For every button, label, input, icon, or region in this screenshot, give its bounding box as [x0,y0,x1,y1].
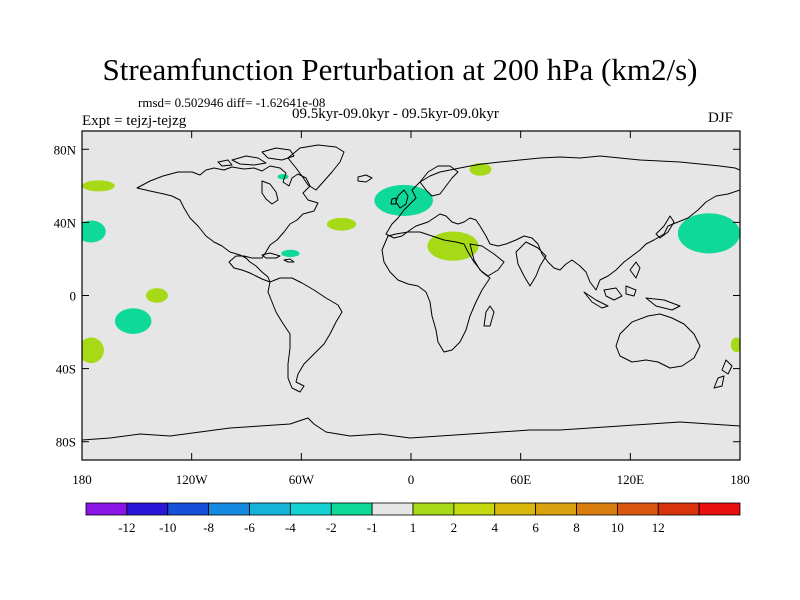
lon-tick-label: 180 [730,472,750,487]
coastline-arctic-islands [217,147,295,167]
colorbar-swatch [576,502,618,516]
coastline-north-america [136,165,319,283]
colorbar-swatch [126,502,169,516]
anomaly-n-atlantic-positive [326,217,357,231]
colorbar-tick-label: -10 [159,520,176,535]
coastline-new-zealand [713,359,733,389]
colorbar-tick-label: -1 [367,520,378,535]
coastline-antarctica [82,417,740,460]
colorbar-swatch [616,502,659,516]
coastline-south-america [267,277,343,393]
coastline-arabia [469,243,505,277]
lon-tick-label: 60E [510,472,531,487]
anomaly-s-pacific-dateline-positive [730,337,740,353]
anomaly-s-pacific-west-positive [82,337,104,364]
colorbar-tick-label: 1 [410,520,417,535]
coastline-hudson-bay [261,180,279,205]
colorbar-swatch [535,502,577,516]
coastline-british-isles [390,189,409,209]
lon-tick-label: 120E [617,472,645,487]
lon-tick-label: 0 [408,472,415,487]
lat-tick-label: 80N [54,142,77,157]
lat-tick-label: 80S [56,435,76,450]
colorbar-tick-label: -12 [118,520,135,535]
lat-tick-label: 40S [56,362,76,377]
coastline-cuba [261,252,295,263]
coastline-madagascar [483,305,495,327]
anomaly-n-pacific-east-positive [82,180,115,192]
colorbar-swatch [698,502,741,516]
colorbar-swatch [249,502,291,516]
colorbar-swatch [412,502,455,516]
colorbar-tick-label: -8 [203,520,214,535]
stats-line: rmsd= 0.502946 diff= -1.62641e-08 [138,95,326,110]
colorbar-swatch [85,502,128,516]
colorbar-swatch [371,502,414,516]
lat-tick-label: 0 [70,289,77,304]
anomaly-europe-negative [374,184,433,216]
colorbar-swatch [657,502,700,516]
colorbar-tick-label: -4 [285,520,296,535]
colorbar: -12 -10 -8 -6 -4 -2 -1 1 2 4 6 8 10 12 [85,502,741,535]
lon-tick-label: 120W [176,472,209,487]
anomaly-arctic-positive [469,162,492,176]
plot-title: Streamfunction Perturbation at 200 hPa (… [102,52,698,87]
lon-tick-label: 60W [289,472,315,487]
anomaly-caribbean-negative [281,249,300,258]
map-axes: 80N 40N 0 40S 80S 180 120W 60W 0 60E 120E 180 [54,131,750,487]
coastline-africa [381,231,491,353]
colorbar-swatch [453,502,496,516]
lat-tick-label: 40N [54,215,77,230]
anomaly-tropical-pacific-positive [145,288,168,303]
colorbar-swatch [167,502,210,516]
experiment-label: Expt = tejzj-tejzg [82,113,187,129]
colorbar-tick-label: -6 [244,520,255,535]
colorbar-tick-label: 2 [451,520,458,535]
colorbar-swatch [330,502,373,516]
coastline-india [515,241,547,287]
coastline-australia [615,313,701,369]
colorbar-swatch [494,502,537,516]
anomaly-nw-pacific-negative [677,213,740,254]
colorbar-tick-label: 10 [611,520,624,535]
colorbar-swatch [289,502,332,516]
colorbar-tick-label: 12 [652,520,665,535]
coastline-japan [655,215,675,239]
anomaly-n-pacific-east-negative [82,220,106,243]
coastline-eurasia [385,155,740,291]
coastline-iceland [357,174,373,183]
anomaly-south-pacific-negative [114,308,152,334]
coastline-scandinavia [419,165,459,197]
case-label: 09.5kyr-09.0kyr - 09.5kyr-09.0kyr [292,106,499,122]
coastlines [82,144,740,460]
colorbar-tick-label: -2 [326,520,337,535]
colorbar-swatch [208,502,250,516]
colorbar-tick-label: 4 [492,520,499,535]
colorbar-tick-label: 8 [573,520,580,535]
coastline-se-asia-islands [583,261,681,311]
map-background [82,131,740,460]
season-label: DJF [708,110,734,126]
colorbar-tick-label: 6 [532,520,539,535]
lon-tick-label: 180 [72,472,92,487]
anomaly-greenland-negative [277,173,289,180]
coastline-greenland [287,144,345,191]
